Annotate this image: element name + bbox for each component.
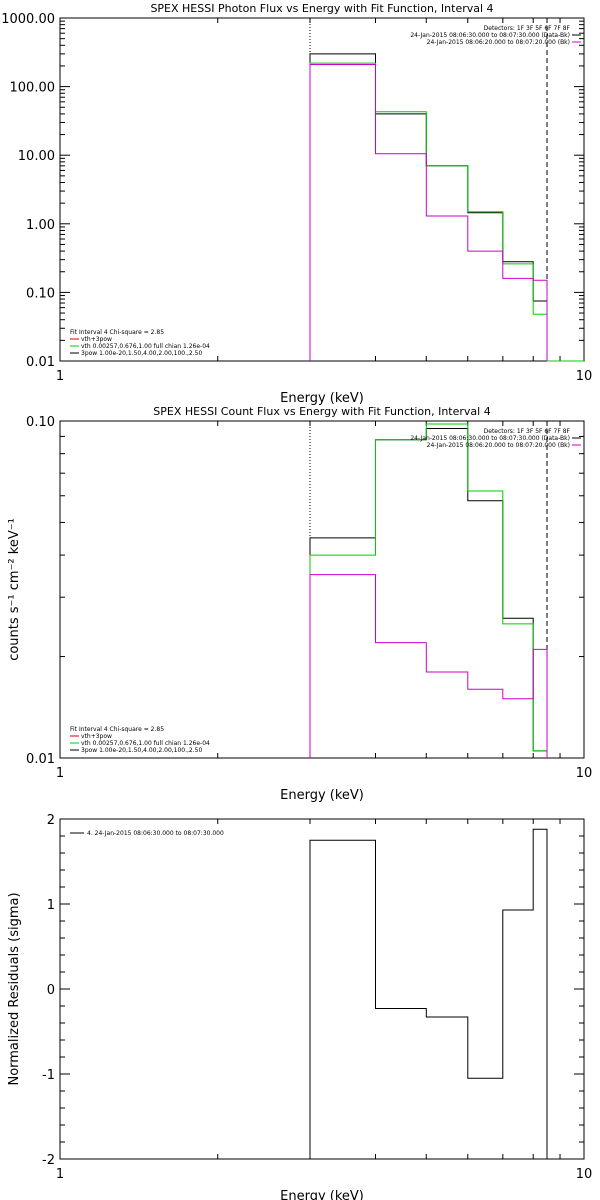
legend-entry: Fit Interval 4 Chi-square = 2.85 bbox=[70, 726, 164, 733]
x-tick-label: 1 bbox=[56, 1167, 64, 1182]
y-tick-label: -1 bbox=[42, 1068, 55, 1083]
legend-entry: 4. 24-Jan-2015 08:06:30.000 to 08:07:30.… bbox=[87, 830, 224, 837]
chart-panel-1: 0.01 0.10 1.00 10.00 100.00 1000.00 1 10 SPEX HE… bbox=[1, 2, 592, 406]
series-step-line-3 bbox=[309, 64, 548, 361]
legend-entry: vth+3pow bbox=[81, 336, 112, 343]
y-tick-label: 100.00 bbox=[10, 81, 56, 96]
plot-frame bbox=[59, 420, 585, 759]
chart-title: SPEX HESSI Photon Flux vs Energy with Fi… bbox=[150, 2, 493, 15]
legend-entry: vth 0.00257,0.676,1.00 full chian 1.26e-… bbox=[81, 740, 210, 747]
y-tick-label: -2 bbox=[42, 1153, 55, 1168]
series-step-line-3 bbox=[309, 574, 548, 758]
y-tick-label: 1000.00 bbox=[1, 12, 55, 27]
legend-entry: vth 0.00257,0.676,1.00 full chian 1.26e-… bbox=[81, 343, 210, 350]
y-tick-label: 0 bbox=[47, 983, 55, 998]
chart-panel-2: 0.01 0.10 1 10 SPEX HESSI Count Flux vs Ener… bbox=[7, 405, 592, 803]
legend-entry: Fit Interval 4 Chi-square = 2.85 bbox=[70, 329, 164, 336]
y-tick-label: 2 bbox=[47, 813, 55, 828]
legend-entry: 24-Jan-2015 08:06:30.000 to 08:07:30.000… bbox=[410, 435, 570, 442]
x-axis-label: Energy (keV) bbox=[280, 1189, 364, 1200]
x-axis-label: Energy (keV) bbox=[280, 391, 364, 406]
y-axis-label: Normalized Residuals (sigma) bbox=[7, 892, 22, 1085]
y-tick-label: 0.01 bbox=[26, 752, 55, 767]
legend-entry: 24-Jan-2015 08:06:20.000 to 08:07:20.000… bbox=[427, 442, 570, 449]
legend-entry: 3pow 1.00e-20,1.50,4.00,2.00,100.,2.50 bbox=[81, 747, 202, 754]
y-tick-label: 10.00 bbox=[18, 149, 55, 164]
series-step-line-1 bbox=[309, 828, 548, 1159]
x-tick-label: 1 bbox=[56, 369, 64, 384]
x-tick-label: 10 bbox=[576, 766, 593, 781]
x-tick-label: 10 bbox=[576, 1167, 593, 1182]
legend-entry: Detectors: 1F 3F 5F 6F 7F 8F bbox=[484, 25, 571, 32]
y-tick-label: 0.10 bbox=[26, 415, 55, 430]
y-axis-label: counts s⁻¹ cm⁻² keV⁻¹ bbox=[7, 518, 22, 661]
x-axis-label: Energy (keV) bbox=[280, 788, 364, 803]
legend-entry: 24-Jan-2015 08:06:30.000 to 08:07:30.000… bbox=[410, 32, 570, 39]
y-tick-label: 0.01 bbox=[26, 355, 55, 370]
x-tick-label: 1 bbox=[56, 766, 64, 781]
legend-entry: 3pow 1.00e-20,1.50,4.00,2.00,100.,2.50 bbox=[81, 350, 202, 357]
x-tick-label: 10 bbox=[576, 369, 593, 384]
y-tick-label: 0.10 bbox=[26, 286, 55, 301]
y-tick-label: 1 bbox=[47, 898, 55, 913]
plot-frame bbox=[59, 17, 585, 362]
y-tick-label: 1.00 bbox=[26, 218, 55, 233]
chart-panel-3: -2 -1 0 1 2 1 10 Energy (keV) Normalized Residua… bbox=[7, 813, 592, 1200]
series-step-line-2 bbox=[309, 423, 548, 758]
legend-entry: 24-Jan-2015 08:06:20.000 to 08:07:20.000… bbox=[427, 39, 570, 46]
legend-entry: Detectors: 1F 3F 5F 6F 7F 8F bbox=[484, 428, 571, 435]
chart-title: SPEX HESSI Count Flux vs Energy with Fit… bbox=[153, 405, 490, 418]
legend-entry: vth+3pow bbox=[81, 733, 112, 740]
